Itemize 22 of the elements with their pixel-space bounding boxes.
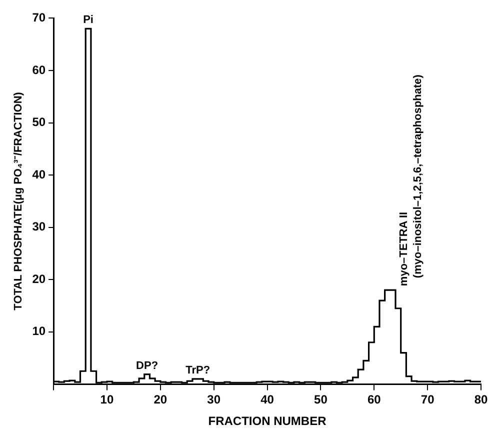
y-tick-label: 30 [32, 220, 46, 234]
y-tick-label: 20 [32, 272, 46, 286]
x-tick-label: 10 [100, 392, 114, 407]
x-tick-label: 80 [474, 392, 488, 407]
x-tick-label: 40 [260, 392, 274, 407]
x-axis-title: FRACTION NUMBER [208, 414, 327, 428]
annotation: DP? [136, 360, 158, 372]
annotation: (myo–inositol–1,2,5,6,–tetraphosphate) [412, 74, 424, 278]
y-tick-label: 60 [32, 62, 46, 77]
x-tick-label: 50 [314, 392, 328, 407]
annotation: Pi [83, 14, 94, 26]
y-tick-label: 10 [32, 324, 46, 338]
y-tick-label: 70 [32, 10, 46, 25]
y-tick-label: 50 [32, 115, 46, 130]
x-tick-label: 70 [420, 392, 435, 407]
annotation: TrP? [186, 364, 210, 377]
x-tick-label: 20 [154, 392, 168, 407]
x-tick-label: 60 [367, 392, 382, 407]
y-axis-title: TOTAL PHOSPHATE(µg PO₄³⁻/FRACTION) [12, 92, 25, 310]
x-tick-label: 30 [207, 392, 221, 407]
annotation: myo–TETRA II [398, 212, 410, 286]
y-tick-label: 40 [32, 167, 46, 182]
